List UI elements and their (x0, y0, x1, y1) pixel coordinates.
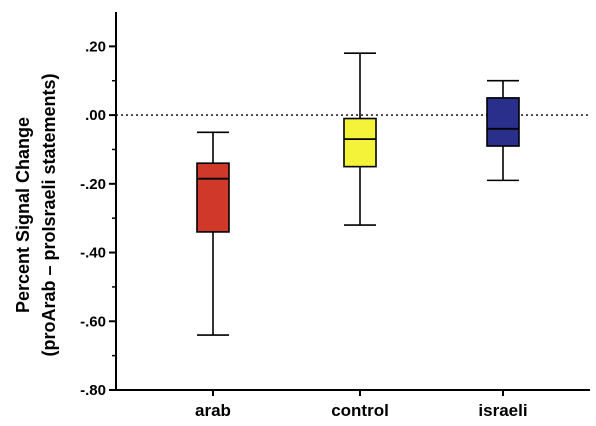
y-axis-title-group: Percent Signal Change (proArab – proIsra… (13, 73, 59, 356)
y-axis-subtitle: (proArab – proIsraeli statements) (39, 73, 59, 356)
y-tick-label: .00 (85, 107, 106, 124)
y-tick-label: -.60 (80, 313, 106, 330)
y-tick-label: .20 (85, 38, 106, 55)
y-tick-label: -.80 (80, 382, 106, 399)
y-axis-title: Percent Signal Change (13, 117, 33, 313)
x-category-label: arab (195, 401, 231, 420)
box-arab (196, 162, 230, 233)
y-tick-label: -.40 (80, 245, 106, 262)
x-category-label: israeli (478, 401, 527, 420)
y-tick-label: -.20 (80, 176, 106, 193)
x-category-label: control (331, 401, 389, 420)
plot-area: .20 .00 -.20 -.40 -.60 -.80 arab control israeli (80, 12, 590, 420)
box-control (343, 117, 377, 168)
box-israeli (486, 97, 520, 147)
